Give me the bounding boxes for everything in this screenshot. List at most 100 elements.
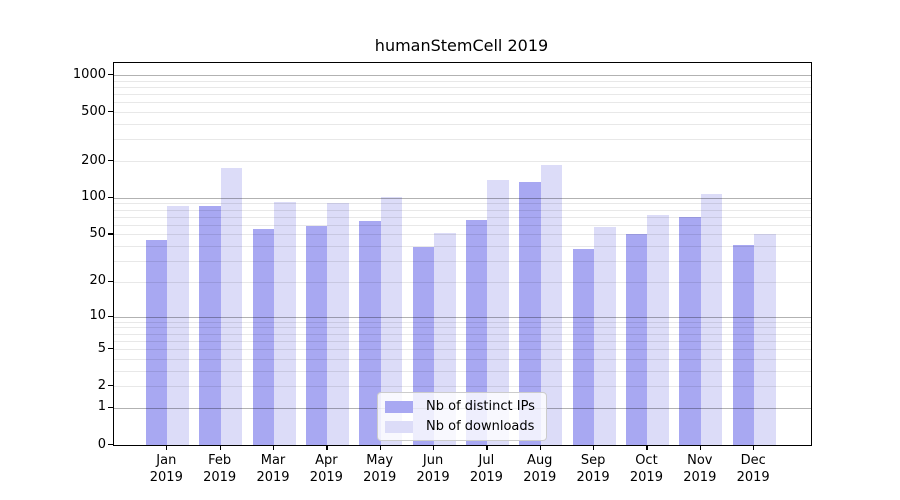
- bar-downloads-oct: [647, 214, 669, 445]
- bar-ips-jul: [465, 219, 488, 445]
- x-tick-mark: [433, 445, 435, 450]
- y-tick-mark: [108, 444, 113, 446]
- minor-gridline: [114, 234, 811, 236]
- y-tick-label: 0: [97, 436, 106, 452]
- x-tick-label-nov: Nov 2019: [683, 453, 717, 485]
- legend-swatch-ips-icon: [385, 400, 413, 413]
- x-tick-label-sep: Sep 2019: [576, 453, 610, 485]
- x-tick-label-jan: Jan 2019: [149, 453, 183, 485]
- minor-gridline: [114, 370, 811, 372]
- minor-gridline: [114, 358, 811, 360]
- minor-gridline: [114, 209, 811, 211]
- bar-downloads-mar: [274, 201, 296, 445]
- bar-downloads-nov: [700, 193, 723, 445]
- major-gridline: [114, 316, 811, 318]
- minor-gridline: [114, 349, 811, 351]
- y-tick-mark: [108, 385, 113, 387]
- minor-gridline: [114, 321, 811, 323]
- y-tick-mark: [108, 406, 113, 409]
- x-tick-mark: [166, 445, 168, 450]
- bar-downloads-feb: [220, 167, 243, 445]
- x-tick-label-jul: Jul 2019: [469, 453, 503, 485]
- y-tick-mark: [108, 280, 113, 283]
- x-tick-mark: [646, 445, 648, 450]
- x-tick-mark: [753, 445, 755, 450]
- bar-ips-apr: [305, 225, 328, 445]
- y-tick-label: 100: [81, 189, 106, 205]
- x-tick-mark: [273, 445, 275, 450]
- minor-gridline: [114, 124, 811, 126]
- x-tick-mark: [699, 445, 701, 450]
- y-tick-label: 5: [97, 340, 106, 356]
- minor-gridline: [114, 216, 811, 218]
- bar-ips-aug: [519, 181, 541, 445]
- y-tick-mark: [108, 233, 113, 235]
- bar-downloads-apr: [327, 203, 349, 445]
- x-tick-mark: [379, 445, 381, 450]
- x-tick-mark: [219, 445, 221, 450]
- plot-area: Nb of distinct IPs Nb of downloads: [113, 62, 812, 446]
- y-tick-label: 1: [97, 399, 106, 415]
- minor-gridline: [114, 86, 811, 88]
- minor-gridline: [114, 261, 811, 263]
- minor-gridline: [114, 224, 811, 226]
- minor-gridline: [114, 203, 811, 205]
- y-tick-mark: [108, 315, 113, 317]
- legend-item-downloads: Nb of downloads: [385, 419, 535, 434]
- minor-gridline: [114, 102, 811, 104]
- minor-gridline: [114, 80, 811, 82]
- x-tick-mark: [326, 445, 328, 450]
- x-tick-label-jun: Jun 2019: [416, 453, 450, 485]
- y-tick-label: 10: [89, 308, 106, 324]
- x-tick-label-may: May 2019: [363, 453, 397, 485]
- bar-ips-may: [359, 221, 381, 445]
- minor-gridline: [114, 386, 811, 388]
- x-tick-label-feb: Feb 2019: [203, 453, 237, 485]
- x-tick-mark: [593, 445, 595, 450]
- minor-gridline: [114, 161, 811, 163]
- bar-ips-nov: [679, 216, 701, 445]
- major-gridline: [114, 197, 811, 199]
- minor-gridline: [114, 340, 811, 342]
- y-tick-label: 1000: [72, 66, 106, 82]
- x-tick-mark: [539, 445, 541, 450]
- minor-gridline: [114, 246, 811, 248]
- chart-title: humanStemCell 2019: [374, 36, 549, 55]
- bar-downloads-jan: [167, 206, 189, 445]
- bar-downloads-jul: [487, 180, 509, 445]
- y-tick-mark: [108, 111, 113, 113]
- x-tick-label-oct: Oct 2019: [629, 453, 663, 485]
- y-tick-label: 2: [97, 377, 106, 393]
- legend-item-distinct-ips: Nb of distinct IPs: [385, 399, 535, 414]
- bar-ips-oct: [625, 234, 648, 445]
- y-tick-label: 20: [89, 273, 106, 289]
- y-tick-label: 50: [89, 225, 106, 241]
- minor-gridline: [114, 333, 811, 335]
- x-tick-label-aug: Aug 2019: [523, 453, 557, 485]
- minor-gridline: [114, 112, 811, 114]
- minor-gridline: [114, 281, 811, 283]
- bar-downloads-aug: [540, 165, 563, 445]
- bar-ips-sep: [572, 248, 595, 445]
- x-tick-label-apr: Apr 2019: [309, 453, 343, 485]
- bar-downloads-dec: [754, 234, 776, 445]
- bar-ips-mar: [252, 229, 274, 445]
- x-tick-label-dec: Dec 2019: [736, 453, 770, 485]
- x-tick-label-mar: Mar 2019: [256, 453, 290, 485]
- y-tick-label: 500: [81, 103, 106, 119]
- minor-gridline: [114, 327, 811, 329]
- bar-downloads-sep: [594, 226, 616, 445]
- major-gridline: [114, 75, 811, 77]
- minor-gridline: [114, 94, 811, 96]
- bar-ips-dec: [732, 244, 755, 445]
- y-tick-mark: [108, 196, 113, 199]
- bar-ips-jan: [145, 239, 168, 445]
- y-tick-mark: [108, 160, 113, 162]
- y-tick-mark: [108, 348, 113, 350]
- legend-label-distinct-ips: Nb of distinct IPs: [426, 399, 535, 414]
- x-tick-mark: [486, 445, 488, 450]
- minor-gridline: [114, 139, 811, 141]
- bar-ips-feb: [199, 206, 221, 445]
- legend-swatch-downloads-icon: [385, 420, 413, 433]
- y-tick-label: 200: [81, 152, 106, 168]
